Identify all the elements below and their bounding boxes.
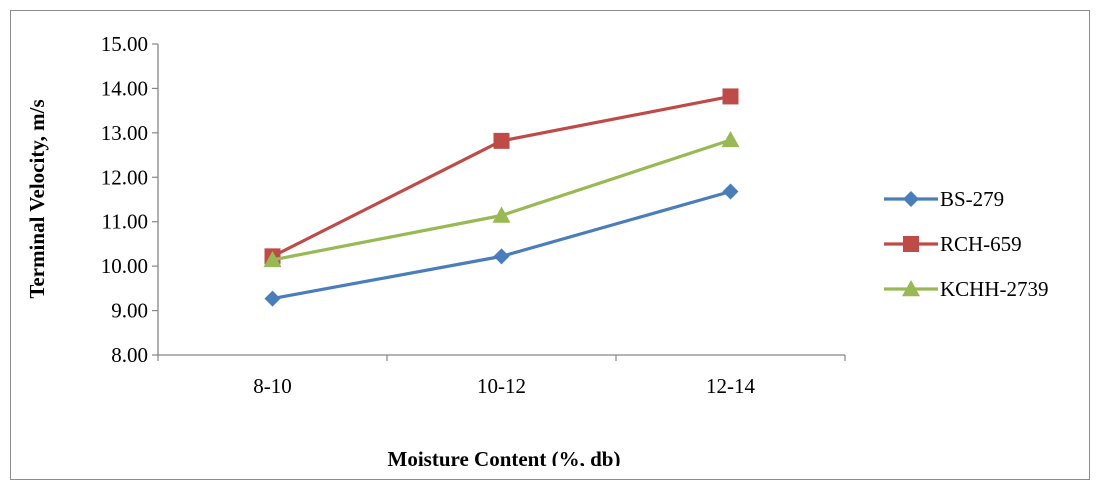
legend-marker: [902, 280, 920, 297]
legend-label: BS-279: [940, 187, 1004, 211]
y-axis-title: Terminal Velocity, m/s: [25, 99, 49, 298]
x-category-label: 8-10: [253, 374, 292, 398]
series-rch-659: [264, 88, 739, 265]
data-point: [721, 130, 740, 148]
x-ticks: 8-10 10-12 12-14: [157, 355, 846, 398]
series-bs-279: [264, 183, 739, 307]
x-axis-title: Moisture Content (%, db): [388, 447, 621, 466]
data-point: [263, 250, 282, 268]
y-tick-label: 10.00: [101, 254, 148, 278]
legend-label: RCH-659: [940, 232, 1022, 256]
series-layer: [263, 88, 740, 307]
axes: [157, 44, 845, 356]
x-category-label: 12-14: [706, 374, 755, 398]
x-category-label: 10-12: [477, 374, 526, 398]
y-tick-label: 13.00: [101, 121, 148, 145]
y-tick-label: 9.00: [111, 299, 148, 323]
data-point: [493, 248, 510, 265]
series-line: [272, 138, 732, 262]
y-ticks: 8.00 9.00 10.00 11.00 12.00 13.00 14.00 15.00: [101, 32, 158, 367]
y-tick-label: 14.00: [101, 76, 148, 100]
legend-marker: [903, 191, 919, 207]
legend-item: BS-279: [884, 187, 1004, 211]
legend-item: KCHH-2739: [884, 277, 1049, 301]
data-point: [493, 132, 510, 149]
y-tick-label: 8.00: [111, 343, 148, 367]
data-point: [492, 206, 511, 223]
y-tick-label: 15.00: [101, 32, 148, 56]
legend-item: RCH-659: [884, 232, 1022, 256]
series-line: [271, 94, 731, 258]
series-kchh-2739: [263, 130, 740, 268]
data-point: [722, 183, 739, 200]
data-point: [722, 88, 739, 105]
y-tick-label: 11.00: [102, 210, 148, 234]
legend-marker: [903, 236, 919, 252]
legend-label: KCHH-2739: [940, 277, 1049, 301]
legend: BS-279 RCH-659 KCHH-2739: [884, 187, 1049, 301]
data-point: [264, 290, 281, 307]
line-chart: 8.00 9.00 10.00 11.00 12.00 13.00 14.00 15.00 8…: [25, 32, 1049, 466]
y-tick-label: 12.00: [101, 165, 148, 189]
